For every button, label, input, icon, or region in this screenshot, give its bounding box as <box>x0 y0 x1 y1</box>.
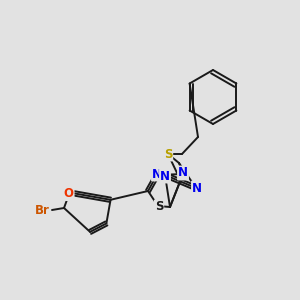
Text: N: N <box>192 182 202 194</box>
Text: N: N <box>152 167 162 181</box>
Text: N: N <box>160 169 170 182</box>
Text: Br: Br <box>34 203 50 217</box>
Text: S: S <box>164 148 172 160</box>
Text: N: N <box>178 167 188 179</box>
Text: S: S <box>155 200 163 214</box>
Text: O: O <box>64 187 74 200</box>
